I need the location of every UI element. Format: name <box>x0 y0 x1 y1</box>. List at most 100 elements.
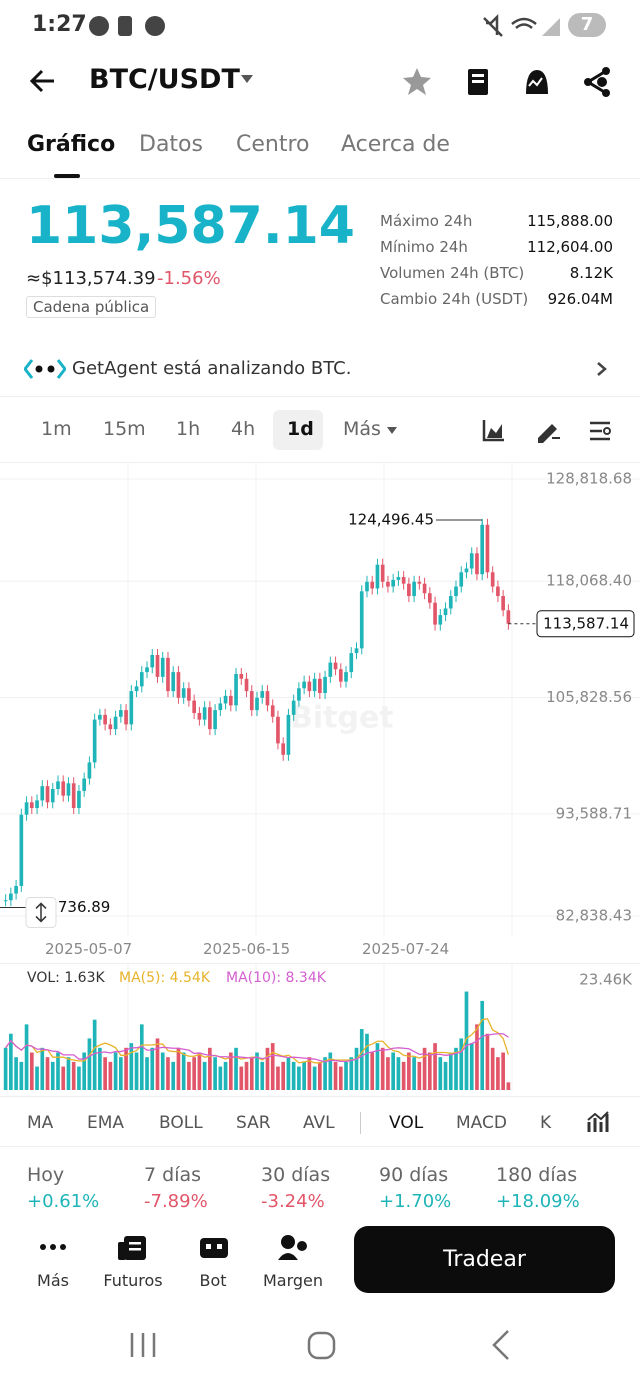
more-dropdown[interactable] <box>386 426 398 436</box>
candle <box>218 703 223 711</box>
tab[interactable]: Centro <box>236 132 310 157</box>
volume-bar <box>218 1066 223 1090</box>
volume-bar <box>265 1047 270 1090</box>
candle <box>438 615 443 625</box>
candle <box>391 579 395 587</box>
divider <box>0 462 640 463</box>
indicator-tab[interactable]: MA <box>27 1113 54 1133</box>
candle <box>370 581 375 589</box>
candle <box>302 681 306 689</box>
candle <box>134 686 139 692</box>
divider <box>0 1096 640 1097</box>
indicator-tab[interactable]: AVL <box>303 1113 335 1133</box>
indicator-tab[interactable]: BOLL <box>159 1113 203 1133</box>
bottom-nav-item[interactable]: Futuros <box>103 1271 163 1290</box>
volume-bar <box>50 1061 55 1090</box>
candle <box>155 654 160 677</box>
candle <box>124 710 128 725</box>
interval[interactable]: 1d <box>287 418 314 440</box>
tab[interactable]: Gráfico <box>27 132 116 157</box>
volume-bar <box>297 1066 301 1090</box>
volume-bar <box>443 1061 448 1090</box>
volume-bar <box>19 1061 24 1090</box>
bottom-nav-item[interactable]: Bot <box>199 1271 227 1290</box>
volume-bar <box>485 1033 490 1090</box>
pair-dropdown[interactable] <box>240 74 254 84</box>
candle <box>464 568 469 573</box>
header-actions[interactable] <box>402 66 622 98</box>
volume-bar <box>323 1057 327 1090</box>
y-tick-label: 23.46K <box>579 971 633 989</box>
volume-bar <box>150 1047 155 1090</box>
agent-chevron[interactable] <box>596 361 608 377</box>
interval[interactable]: Más <box>343 418 381 440</box>
bottom-nav-item[interactable]: Más <box>37 1271 69 1290</box>
status-time: 1:27 <box>32 12 87 37</box>
volume-bar <box>171 1061 176 1090</box>
volume-bar <box>9 1033 13 1090</box>
candle <box>181 688 186 698</box>
interval[interactable]: 15m <box>103 418 146 440</box>
indicator-tab[interactable]: MACD <box>456 1113 507 1133</box>
indicator-tab[interactable]: K <box>540 1113 552 1133</box>
candle <box>506 610 511 624</box>
candle <box>496 586 500 597</box>
interval[interactable]: 4h <box>231 418 256 440</box>
candle <box>401 577 406 584</box>
return-label: 30 días <box>261 1164 331 1186</box>
y-tick-label: 93,588.71 <box>556 804 632 822</box>
indicator-settings[interactable] <box>586 1110 610 1134</box>
candle <box>433 602 437 625</box>
candle <box>270 705 275 717</box>
battery: 7 <box>568 13 606 37</box>
volume-bar <box>469 1043 474 1090</box>
x-tick-label: 2025-05-07 <box>45 940 133 958</box>
candle <box>407 583 411 597</box>
price-chart: 128,818.68 118,068.40 105,828.56 93,588.71 8… <box>0 463 640 935</box>
candle <box>443 608 448 616</box>
volume-bar <box>344 1061 348 1090</box>
bottom-nav-item[interactable]: Margen <box>262 1271 324 1290</box>
candle <box>35 800 39 809</box>
candle <box>469 553 474 569</box>
tab[interactable]: Acerca de <box>341 132 450 157</box>
volume-bar <box>56 1052 60 1090</box>
bottom-icons[interactable] <box>0 1232 340 1266</box>
volume-bar <box>77 1066 81 1090</box>
volume-bar <box>3 1047 8 1090</box>
volume-bar <box>270 1043 275 1090</box>
system-nav[interactable] <box>0 1325 640 1365</box>
candle <box>354 648 359 654</box>
candle <box>150 654 155 668</box>
candle <box>192 700 196 713</box>
candle <box>29 802 34 809</box>
indicator-tab[interactable]: EMA <box>87 1113 125 1133</box>
interval[interactable]: 1m <box>41 418 72 440</box>
trade-button[interactable]: Tradear <box>354 1226 615 1293</box>
current-box <box>536 610 635 638</box>
indicator-tab[interactable]: SAR <box>236 1113 271 1133</box>
volume-bar <box>24 1024 29 1090</box>
tab[interactable]: Datos <box>139 132 203 157</box>
agent-text[interactable]: GetAgent está analizando BTC. <box>72 358 352 379</box>
chart-tools[interactable] <box>482 418 614 444</box>
candle <box>412 581 416 597</box>
volume-bar <box>370 1052 375 1090</box>
price-change: -1.56% <box>157 268 221 289</box>
back-button[interactable] <box>28 66 58 96</box>
candle <box>475 553 479 575</box>
indicator-tab[interactable]: VOL <box>389 1113 424 1133</box>
candle <box>103 714 107 725</box>
interval[interactable]: 1h <box>176 418 201 440</box>
candle <box>56 781 60 790</box>
candle <box>454 586 458 597</box>
indicator-separator <box>360 1112 361 1134</box>
candle <box>396 577 401 580</box>
candle <box>365 581 369 592</box>
candle <box>176 672 181 698</box>
candle <box>145 667 149 673</box>
candle <box>77 790 81 809</box>
return-value: +18.09% <box>496 1191 580 1212</box>
pair-title[interactable]: BTC/USDT <box>89 64 240 95</box>
candle <box>448 596 453 609</box>
